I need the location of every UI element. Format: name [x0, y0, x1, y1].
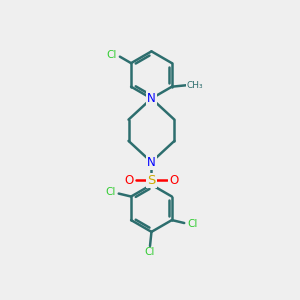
Text: S: S	[147, 174, 156, 187]
Text: O: O	[169, 174, 178, 187]
Text: O: O	[125, 174, 134, 187]
Text: Cl: Cl	[107, 50, 117, 60]
Text: Cl: Cl	[145, 248, 155, 257]
Text: Cl: Cl	[106, 187, 116, 197]
Text: N: N	[147, 156, 156, 169]
Text: N: N	[147, 92, 156, 105]
Text: Cl: Cl	[187, 220, 197, 230]
Text: CH₃: CH₃	[186, 81, 203, 90]
